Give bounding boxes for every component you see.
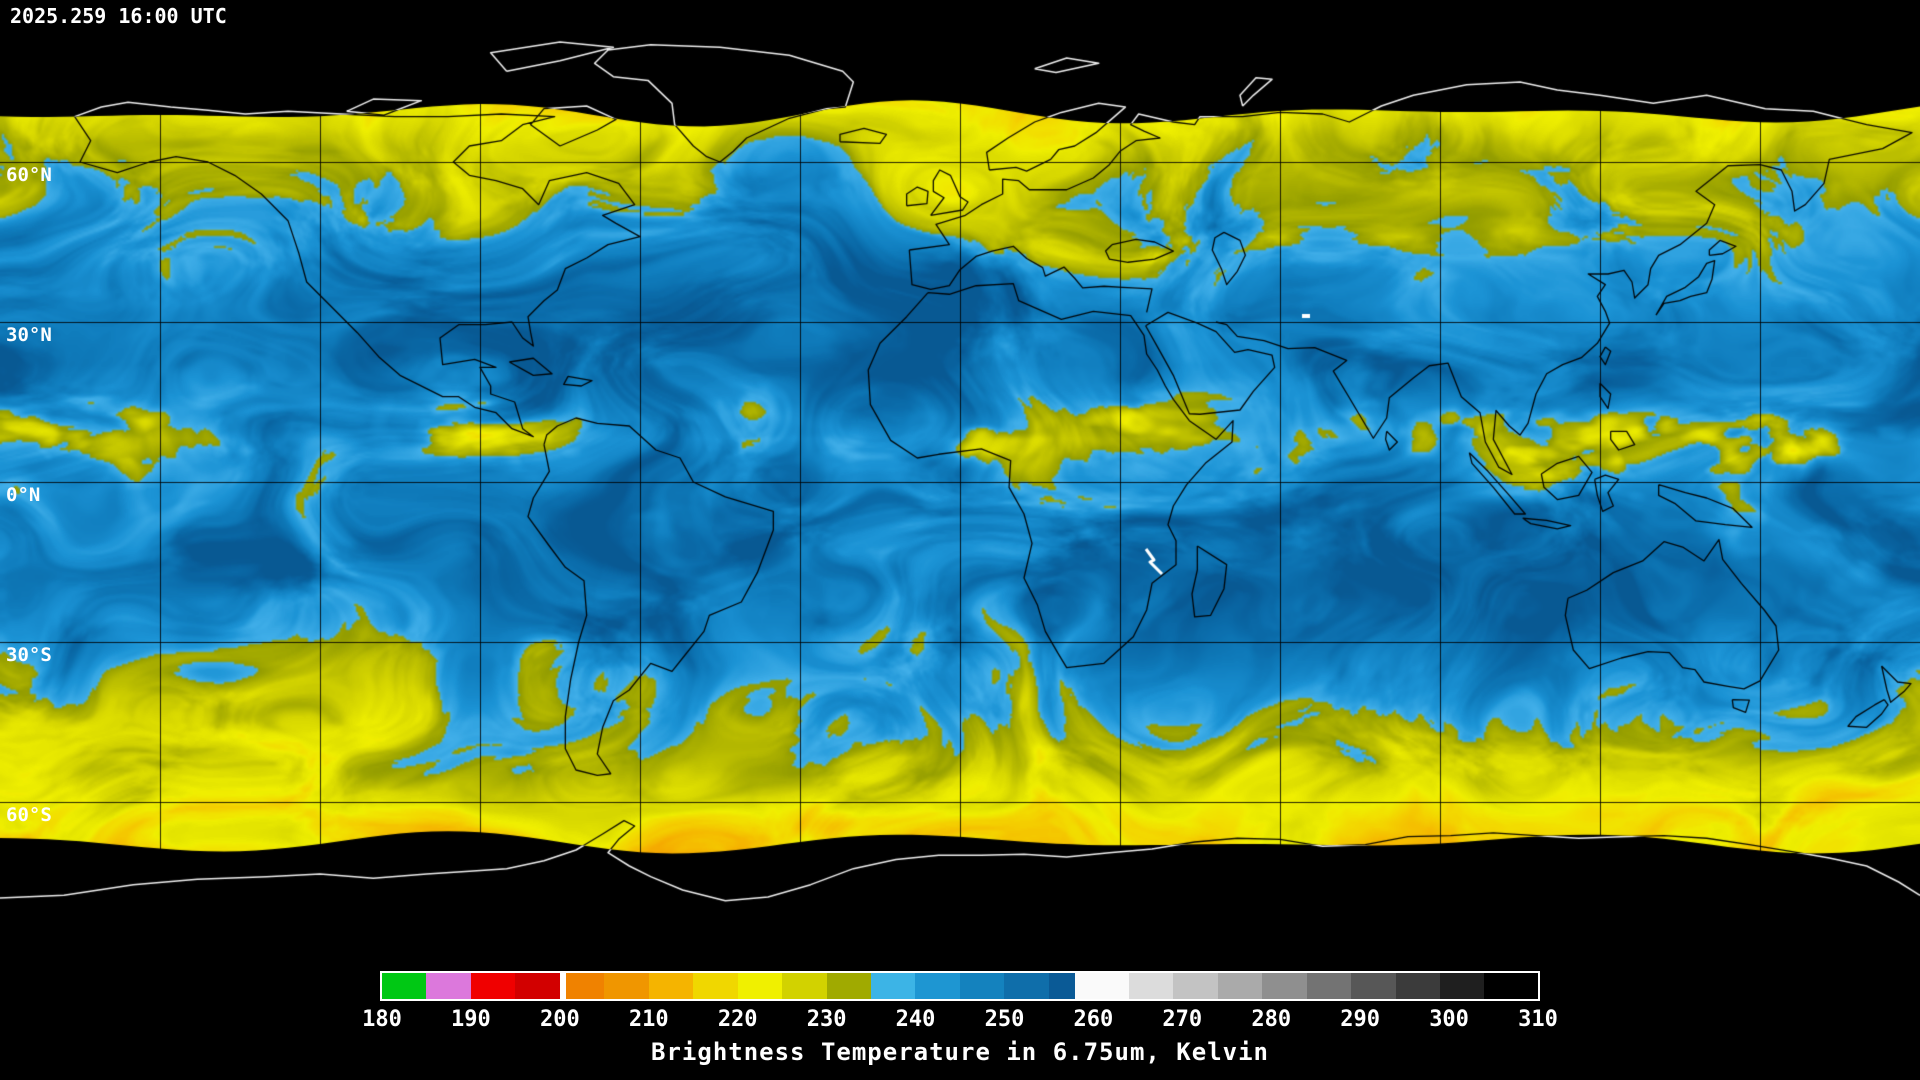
colorbar-tick-label: 220 [717,1007,758,1032]
colorbar-segment [1173,973,1218,999]
colorbar-tick-label: 280 [1251,1007,1292,1032]
colorbar-segment [826,973,871,999]
colorbar-segment [1217,973,1263,999]
latitude-label: 60°S [6,804,52,826]
colorbar-segment [559,973,567,999]
colorbar-segment [915,973,960,999]
colorbar-segment [648,973,694,999]
colorbar-tick-label: 250 [984,1007,1025,1032]
colorbar-segment [1128,973,1174,999]
colorbar-segment [515,973,560,999]
colorbar-segment [1351,973,1396,999]
colorbar-segment [382,973,427,999]
colorbar-tick-label: 260 [1073,1007,1114,1032]
colorbar-segment [693,973,738,999]
latitude-label: 30°S [6,644,52,666]
colorbar-tick-label: 300 [1429,1007,1469,1032]
colorbar [380,971,1540,1001]
colorbar-segment [470,973,516,999]
colorbar-segment [604,973,649,999]
colorbar-tick-label: 310 [1518,1007,1558,1032]
colorbar-tick-label: 270 [1162,1007,1203,1032]
colorbar-segment [1262,973,1307,999]
colorbar-segment [782,973,827,999]
colorbar-segment [426,973,471,999]
colorbar-segment [566,973,605,999]
colorbar-tick-label: 180 [362,1007,402,1032]
colorbar-segment [1484,973,1538,999]
colorbar-segment [1004,973,1049,999]
colorbar-tick-label: 240 [895,1007,936,1032]
colorbar-segment [1395,973,1440,999]
colorbar-segment [959,973,1005,999]
colorbar-segment [1075,973,1129,999]
colorbar-segment [1306,973,1352,999]
colorbar-tick-label: 210 [628,1007,669,1032]
colorbar-tick-label: 290 [1340,1007,1381,1032]
colorbar-tick-label: 200 [539,1007,580,1032]
colorbar-title: Brightness Temperature in 6.75um, Kelvin [651,1038,1269,1066]
timestamp-label: 2025.259 16:00 UTC [10,4,227,28]
colorbar-segment [1048,973,1076,999]
latitude-label: 0°N [6,484,41,506]
colorbar-segment [870,973,916,999]
colorbar-tick-label: 190 [451,1007,491,1032]
latitude-label: 30°N [6,324,52,346]
latitude-label: 60°N [6,164,52,186]
colorbar-tick-label: 230 [806,1007,847,1032]
colorbar-segment [737,973,783,999]
colorbar-segment [1439,973,1485,999]
